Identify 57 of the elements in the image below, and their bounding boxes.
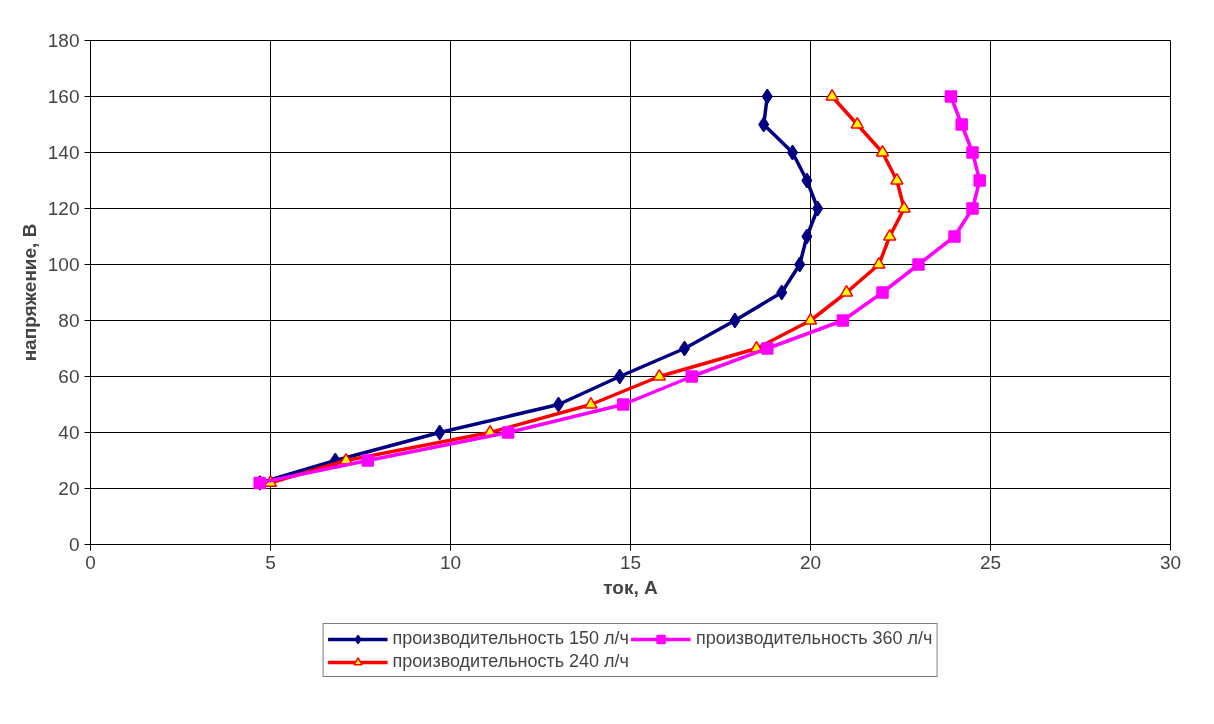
point bbox=[801, 172, 813, 189]
x-tick-label: 20 bbox=[799, 551, 822, 573]
point bbox=[361, 454, 374, 467]
x-tick-label: 0 bbox=[85, 551, 96, 573]
y-tick-label: 180 bbox=[47, 30, 80, 51]
legend-label: производительность 360 л/ч bbox=[696, 628, 933, 649]
y-tick-label: 140 bbox=[47, 142, 80, 163]
point bbox=[584, 396, 598, 409]
point bbox=[617, 398, 630, 411]
point bbox=[729, 312, 741, 329]
point bbox=[652, 368, 667, 381]
point bbox=[850, 116, 865, 129]
y-tick-label: 20 bbox=[58, 478, 80, 499]
point bbox=[948, 230, 961, 243]
point bbox=[812, 200, 824, 217]
point bbox=[966, 202, 979, 215]
legend-label: производительность 150 л/ч bbox=[392, 628, 629, 649]
point bbox=[966, 146, 979, 159]
point bbox=[776, 284, 788, 301]
point bbox=[897, 200, 911, 213]
point bbox=[758, 116, 770, 133]
y-tick-label: 120 bbox=[47, 198, 80, 219]
x-axis-title: ток, А bbox=[603, 576, 658, 598]
y-tick-label: 100 bbox=[47, 254, 80, 275]
x-tick-label: 15 bbox=[619, 551, 642, 573]
point bbox=[794, 256, 806, 273]
x-tick-label: 30 bbox=[1159, 551, 1182, 573]
point bbox=[955, 118, 968, 131]
point bbox=[801, 228, 813, 245]
y-tick-label: 0 bbox=[68, 534, 80, 555]
y-tick-label: 160 bbox=[47, 86, 80, 107]
point bbox=[501, 426, 515, 439]
point bbox=[890, 172, 904, 185]
point bbox=[836, 314, 850, 327]
point bbox=[872, 256, 886, 269]
point bbox=[973, 174, 986, 187]
legend-label: производительность 240 л/ч bbox=[392, 651, 629, 672]
point bbox=[434, 424, 446, 441]
x-tick-label: 10 bbox=[439, 551, 462, 573]
y-tick-label: 80 bbox=[58, 310, 80, 331]
y-tick-label: 60 bbox=[58, 366, 80, 387]
point bbox=[803, 312, 818, 325]
point bbox=[875, 144, 890, 157]
x-tick-label: 5 bbox=[265, 551, 276, 573]
point bbox=[614, 368, 626, 385]
y-tick-label: 40 bbox=[58, 422, 80, 443]
point bbox=[882, 228, 897, 241]
point bbox=[761, 342, 774, 355]
point bbox=[761, 88, 773, 105]
y-axis-title: напряжение, В bbox=[18, 223, 40, 362]
point bbox=[912, 258, 925, 271]
point bbox=[876, 286, 889, 299]
point bbox=[944, 90, 958, 103]
point bbox=[839, 284, 854, 297]
point bbox=[825, 88, 839, 101]
x-tick-label: 25 bbox=[979, 551, 1002, 573]
point bbox=[685, 370, 698, 383]
